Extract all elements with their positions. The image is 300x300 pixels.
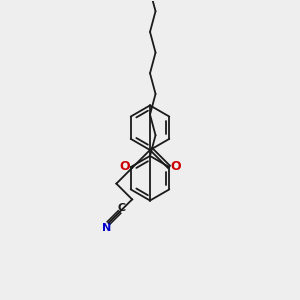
Text: N: N [102,223,112,233]
Text: C: C [118,203,126,213]
Text: O: O [119,160,130,173]
Text: O: O [170,160,181,173]
